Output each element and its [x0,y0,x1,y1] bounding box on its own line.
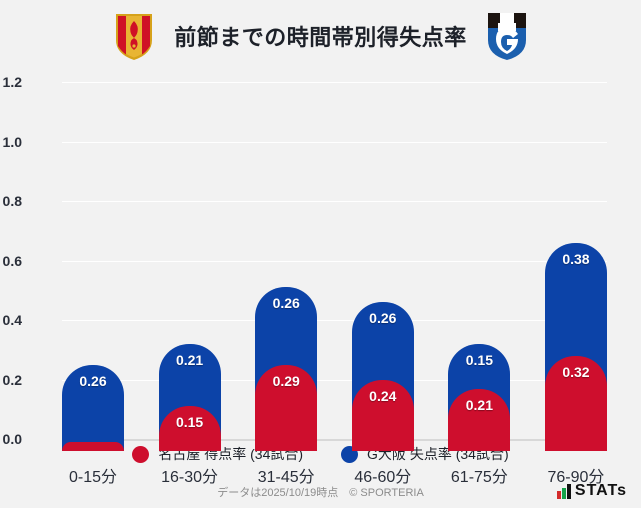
stats-bars-icon [556,483,571,499]
x-axis-label: 61-75分 [450,469,508,486]
y-axis-tick: 1.0 [2,133,22,150]
bar-segment-scored[interactable] [158,406,221,451]
nagoya-grampus-crest [112,10,156,62]
y-axis-tick: 0.4 [2,312,22,328]
footer: データは2025/10/19時点 © SPORTERIA [0,484,641,500]
table-row[interactable]: 0.21 0.15 [158,94,221,451]
bar-segment-scored[interactable] [255,364,318,451]
gridline-1.0 [62,141,607,143]
gridline-0.4 [62,320,607,321]
table-row[interactable]: 0.26 0.29 [255,94,318,451]
bar-segment-scored[interactable] [351,379,414,451]
y-axis-tick: 0.0 [2,431,22,447]
gridline-0.2 [62,379,607,381]
table-row[interactable]: 0.38 0.32 [544,94,607,451]
bar-group: 0.26 0.21 0.15 0.26 0.29 0.26 0.24 0.15 0.21 0.38… [62,94,607,451]
chart-container: 0.26 0.21 0.15 0.26 0.29 0.26 0.24 0.15 0.21 0.38… [0,70,641,486]
bar-segment-scored[interactable] [62,442,124,451]
x-axis-label: 16-30分 [161,469,219,486]
x-axis-label: 31-45分 [257,469,315,486]
chart-header: 前節までの時間帯別得失点率 [0,0,641,70]
bar-segment-conceded[interactable] [62,364,124,451]
sporteria-stats-logo: STATs [556,482,627,500]
gridline-0.8 [62,201,607,202]
bar-segment-scored[interactable] [448,388,511,451]
bar-segment-scored[interactable] [544,355,607,451]
stats-logo-text: STATs [574,482,627,499]
table-row[interactable]: 0.15 0.21 [448,94,511,451]
x-axis-labels: 0-15分 16-30分 31-45分 46-60分 61-75分 76-90分 [62,463,607,487]
y-axis-tick: 1.2 [2,74,22,90]
x-axis-label: 0-15分 [68,469,118,486]
data-timestamp-note: データは2025/10/19時点 © SPORTERIA [217,487,424,499]
table-row[interactable]: 0.26 [62,94,124,451]
y-axis-tick: 0.6 [2,252,22,269]
page-title: 前節までの時間帯別得失点率 [174,25,467,50]
y-axis-tick: 0.2 [2,371,22,388]
x-axis-label: 46-60分 [354,469,412,486]
y-axis-tick: 0.8 [2,193,22,209]
gridline-1.2 [62,82,607,83]
gridline-0.0 [62,439,607,441]
table-row[interactable]: 0.26 0.24 [351,94,414,451]
plot-area: 0.26 0.21 0.15 0.26 0.29 0.26 0.24 0.15 0.21 0.38… [3,74,607,451]
gridline-0.6 [62,260,607,262]
x-axis-label: 76-90分 [547,469,605,486]
gamba-osaka-crest [485,10,529,62]
red-dot-icon [132,445,150,463]
